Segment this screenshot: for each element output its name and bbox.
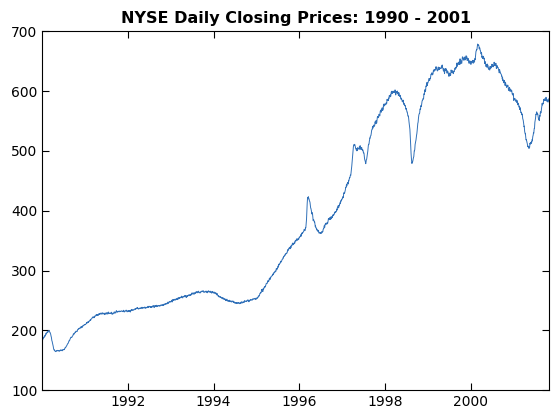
Title: NYSE Daily Closing Prices: 1990 - 2001: NYSE Daily Closing Prices: 1990 - 2001	[120, 11, 471, 26]
